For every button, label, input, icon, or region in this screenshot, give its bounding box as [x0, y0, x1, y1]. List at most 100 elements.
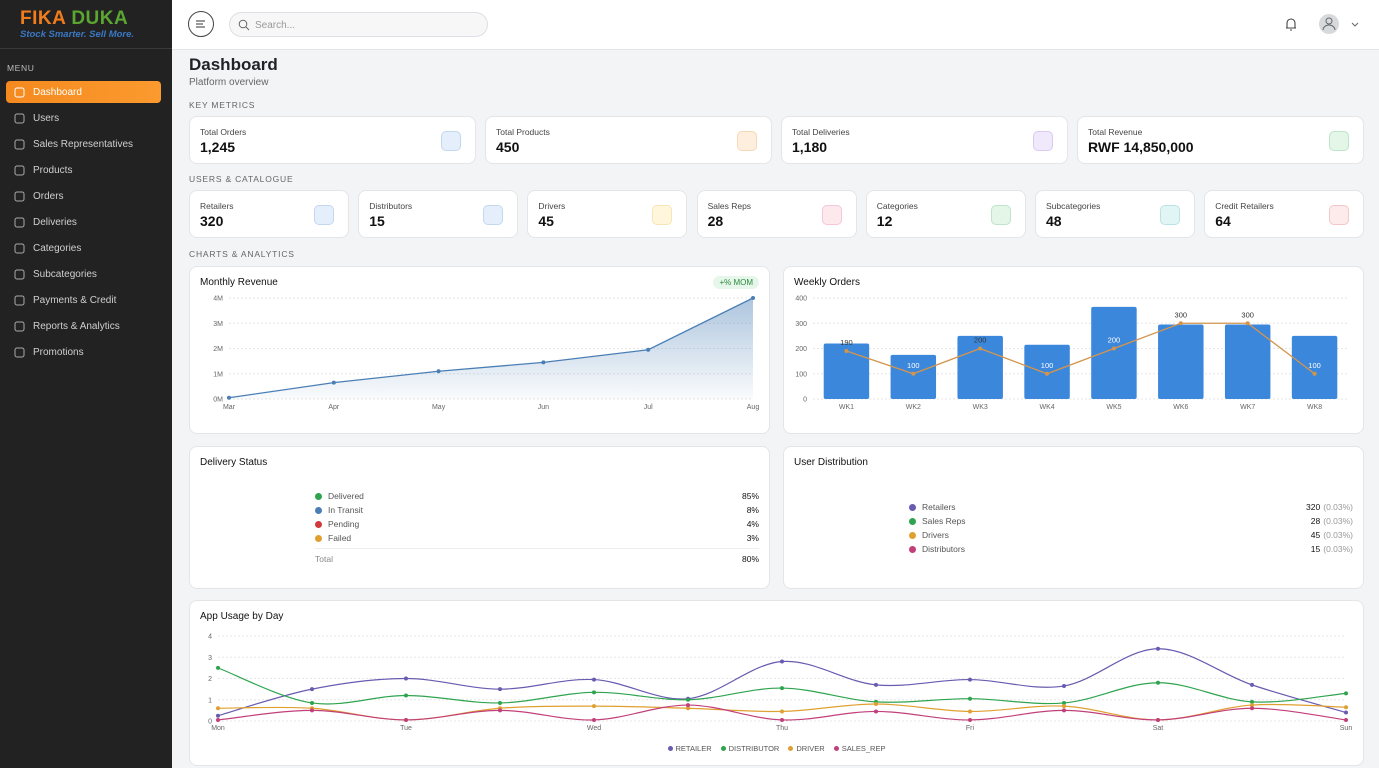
- list-row: In Transit 8%: [315, 504, 759, 516]
- y-tick-label: 3: [208, 655, 212, 662]
- y-tick-label: 2: [208, 676, 212, 683]
- chart: 0 1 2 3 4 Mon Tue Wed Thu Fri Sat Sun: [208, 634, 1352, 733]
- point: [968, 717, 972, 722]
- bar: [1224, 324, 1271, 399]
- y-tick-label: 200: [795, 346, 807, 353]
- nav-icon: [14, 113, 25, 123]
- list-label: Delivered: [328, 491, 364, 501]
- brand-part: FIKA: [20, 8, 67, 29]
- x-tick-label: WK8: [1307, 404, 1322, 411]
- list-value: 4%: [746, 519, 759, 529]
- list-dot: [315, 506, 322, 514]
- line: [846, 322, 1315, 375]
- list-dot: [315, 534, 322, 542]
- nav-icon: [14, 269, 25, 279]
- stat-card: Credit Retailers 64: [1204, 190, 1365, 238]
- legend-item: RETAILER: [667, 744, 712, 753]
- point: [1250, 706, 1254, 711]
- y-tick-label: 3M: [213, 321, 223, 328]
- area: [229, 298, 753, 399]
- point: [216, 706, 220, 711]
- stat-icon: [1329, 131, 1349, 151]
- nav-label: Payments & Credit: [33, 294, 117, 306]
- nav-item[interactable]: Categories: [6, 237, 161, 259]
- stat-value: 64: [1215, 213, 1231, 229]
- content: Dashboard Platform overview KEY METRICS …: [172, 50, 1379, 768]
- panel: Monthly Revenue 0M 1M 2M 3M 4M Mar Apr May Jun Jul…: [189, 266, 770, 434]
- point: [1250, 699, 1254, 704]
- list-value: 8%: [746, 505, 759, 515]
- y-tick-label: 0: [803, 397, 807, 404]
- nav-item[interactable]: Subcategories: [6, 263, 161, 285]
- data-label: 200: [1108, 336, 1121, 345]
- point: [968, 696, 972, 701]
- point: [310, 708, 314, 713]
- x-tick-label: Tue: [400, 725, 412, 732]
- nav-item[interactable]: Reports & Analytics: [6, 315, 161, 337]
- bell[interactable]: [1286, 18, 1296, 31]
- icon-shape: [14, 217, 25, 227]
- x-tick-label: Mar: [223, 404, 236, 411]
- section-label: KEY METRICS: [189, 100, 256, 110]
- point: [646, 347, 651, 352]
- line: [217, 667, 1347, 705]
- stat-label: Drivers: [538, 201, 566, 211]
- nav-item[interactable]: Orders: [6, 185, 161, 207]
- point: [686, 706, 690, 711]
- avatar[interactable]: [1319, 14, 1339, 34]
- point: [216, 665, 220, 670]
- nav-icon: [14, 243, 25, 253]
- point: [686, 703, 690, 708]
- nav-label: Users: [33, 112, 60, 124]
- chart-title: Monthly Revenue: [200, 277, 278, 288]
- nav-item[interactable]: Dashboard: [6, 81, 161, 103]
- data-label: 100: [907, 361, 920, 370]
- x-tick-label: Wed: [587, 725, 601, 732]
- nav-item[interactable]: Sales Representatives: [6, 133, 161, 155]
- nav-label: Sales Representatives: [33, 138, 134, 150]
- stat-card: Total Deliveries 1,180: [781, 116, 1068, 164]
- nav-item[interactable]: Deliveries: [6, 211, 161, 233]
- x-tick-label: Sat: [1153, 725, 1164, 732]
- nav-icon: [14, 191, 25, 201]
- point: [1250, 682, 1254, 687]
- point: [1062, 708, 1066, 713]
- search-box[interactable]: Search...: [229, 12, 488, 37]
- x-tick-label: Apr: [328, 404, 340, 411]
- chart-title: App Usage by Day: [200, 611, 284, 622]
- y-tick-label: 400: [795, 296, 807, 303]
- icon-shape: [14, 191, 25, 201]
- line: [217, 648, 1347, 717]
- nav-icon: [14, 87, 25, 97]
- chart-badge: +% MOM: [713, 276, 759, 289]
- stat-icon: [314, 205, 334, 225]
- point: [968, 677, 972, 682]
- legend-dot: [833, 746, 839, 751]
- stat-card: Categories 12: [865, 190, 1026, 238]
- list-row: Drivers 45 (0.03%): [909, 529, 1353, 541]
- chevron[interactable]: [1351, 22, 1359, 27]
- topbar: Search...: [172, 0, 1379, 50]
- point: [592, 677, 596, 682]
- line: [228, 297, 754, 399]
- x-tick-label: Thu: [776, 725, 788, 732]
- stat-value: 1,245: [200, 139, 236, 155]
- nav-label: Reports & Analytics: [33, 320, 120, 332]
- point: [780, 709, 784, 714]
- brand-part: DUKA: [71, 8, 129, 29]
- stat-label: Total Deliveries: [792, 127, 850, 137]
- nav-label: Subcategories: [33, 268, 97, 280]
- stat-card: Drivers 45: [527, 190, 688, 238]
- nav-item[interactable]: Users: [6, 107, 161, 129]
- nav-item[interactable]: Promotions: [6, 341, 161, 363]
- nav-item[interactable]: Products: [6, 159, 161, 181]
- point: [874, 709, 878, 714]
- nav-label: Deliveries: [33, 216, 77, 228]
- y-tick-label: 4M: [213, 296, 223, 303]
- bar: [1158, 324, 1204, 399]
- stat-label: Total Products: [496, 127, 550, 137]
- stat-value: 320: [200, 213, 224, 229]
- nav-item[interactable]: Payments & Credit: [6, 289, 161, 311]
- nav-label: Dashboard: [33, 86, 82, 98]
